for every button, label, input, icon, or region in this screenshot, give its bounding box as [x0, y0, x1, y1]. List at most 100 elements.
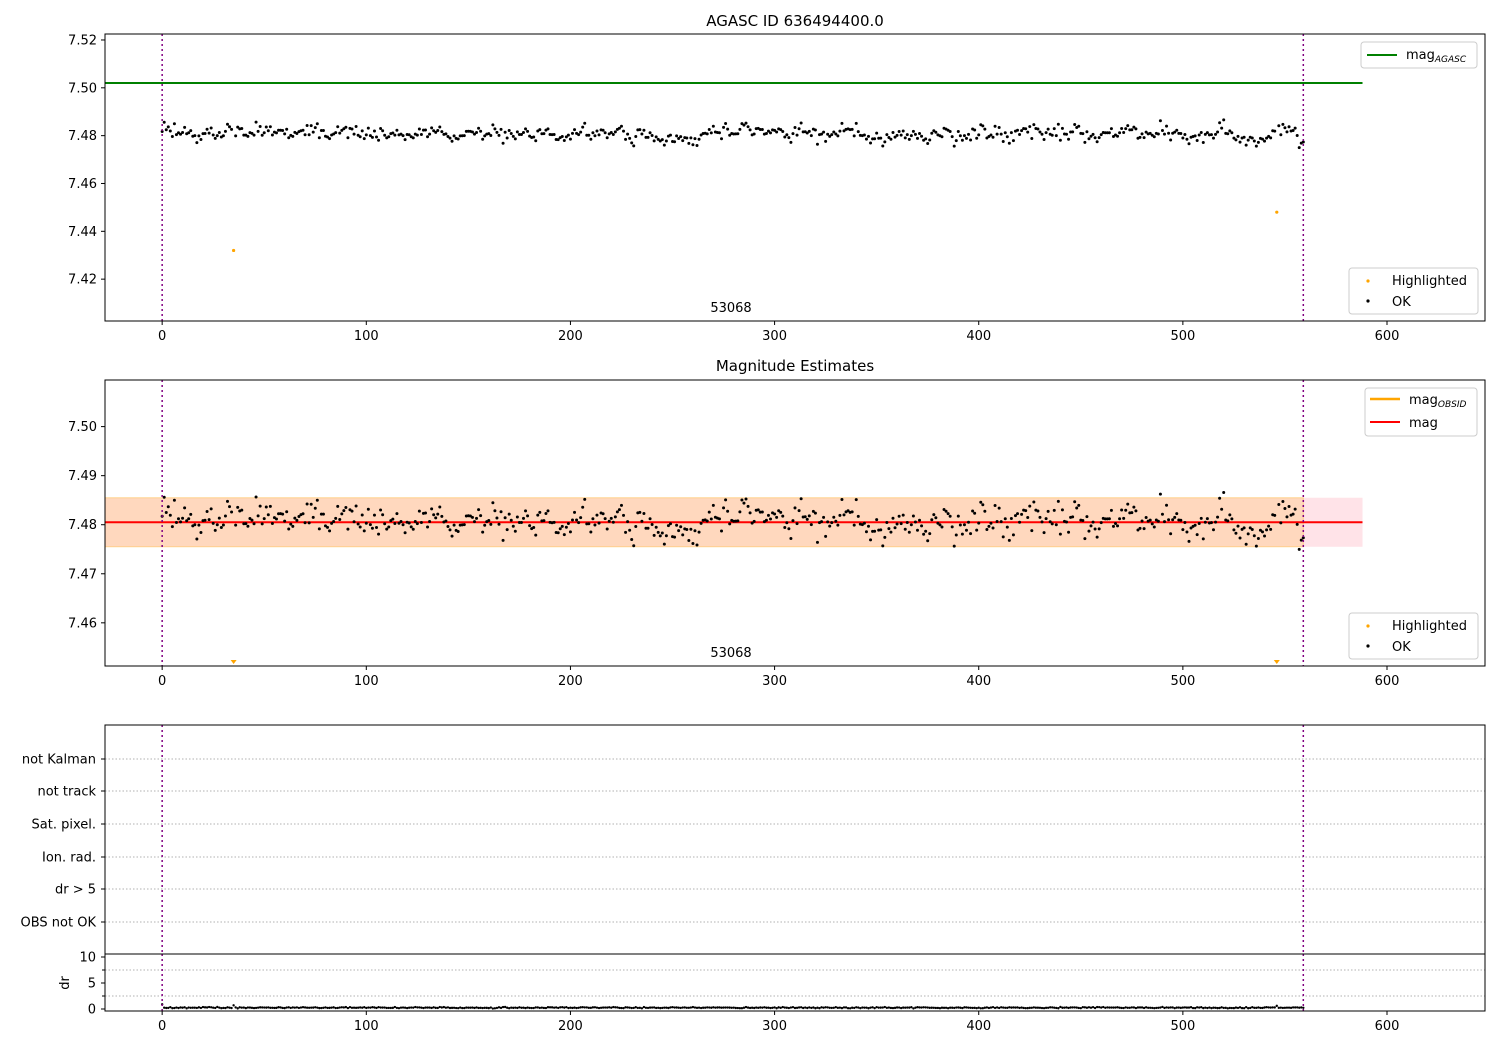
dr-point [230, 1006, 233, 1010]
dr-point [742, 1006, 746, 1009]
dr-point [307, 1006, 311, 1009]
dr-point [1034, 1006, 1038, 1009]
ok-point [1124, 508, 1128, 512]
dr-point [804, 1006, 807, 1009]
dr-point [295, 1006, 299, 1009]
ok-point [1242, 526, 1246, 530]
dr-point [1222, 1006, 1225, 1010]
dr-point [467, 1006, 470, 1009]
ok-point [691, 143, 695, 147]
dr-point [934, 1006, 938, 1010]
dr-point [1038, 1006, 1042, 1009]
dr-point [238, 1006, 241, 1009]
dr-point [324, 1006, 327, 1009]
ok-point [854, 498, 858, 502]
ok-point [605, 527, 609, 531]
dr-point [959, 1006, 962, 1009]
ok-point [928, 138, 932, 142]
ok-point [174, 521, 178, 525]
ok-point [611, 520, 615, 524]
dr-point [524, 1006, 527, 1010]
ok-point [940, 135, 944, 139]
dr-point [465, 1006, 468, 1009]
ok-point [368, 134, 372, 138]
ok-point [552, 132, 556, 136]
dr-point [750, 1006, 754, 1009]
ok-point [1187, 142, 1191, 146]
ok-point [813, 128, 817, 132]
ok-point [1054, 134, 1058, 138]
ok-point [415, 133, 419, 137]
ok-point [652, 139, 656, 143]
dr-point [1061, 1006, 1064, 1009]
ok-point [634, 525, 638, 529]
dr-point [363, 1005, 366, 1009]
ok-point [1042, 531, 1046, 535]
ok-point [577, 521, 581, 525]
ok-point [828, 524, 832, 528]
ok-point [381, 513, 385, 517]
ok-point [176, 517, 180, 521]
dr-point [618, 1006, 621, 1010]
dr-point [797, 1006, 801, 1009]
ok-point [301, 128, 305, 132]
dr-point [1153, 1006, 1156, 1010]
dr-point [734, 1006, 737, 1010]
dr-point [1014, 1006, 1017, 1009]
ok-point [1162, 132, 1166, 136]
dr-point [305, 1006, 309, 1009]
ok-point [399, 132, 403, 136]
dr-point [265, 1006, 268, 1009]
ok-point [601, 128, 605, 132]
ok-point [1003, 517, 1007, 521]
ok-point [321, 512, 325, 516]
dr-point [438, 1005, 441, 1009]
dr-point [1281, 1006, 1285, 1010]
ok-point [711, 503, 715, 507]
ok-point [873, 529, 877, 533]
dr-point [508, 1006, 511, 1010]
legend2-highlighted-marker [1366, 624, 1370, 628]
ok-point [850, 510, 854, 514]
ok-point [1067, 137, 1071, 141]
ok-point [648, 517, 652, 521]
dr-point [1234, 1006, 1238, 1009]
ok-point [1273, 129, 1277, 133]
agasc-legend-bottom: Highlighted OK [1348, 267, 1479, 315]
dr-point [242, 1006, 246, 1009]
ok-point [1087, 529, 1091, 533]
ok-point [1007, 538, 1011, 542]
ok-point [570, 131, 574, 135]
dr-point [1138, 1006, 1142, 1009]
ok-point [1203, 132, 1207, 136]
ok-point [862, 521, 866, 525]
ok-point [1050, 522, 1054, 526]
legend-ok-marker [1366, 299, 1370, 303]
ok-point [1291, 512, 1295, 516]
dr-point [365, 1006, 368, 1010]
ok-point [1097, 136, 1101, 140]
dr-point [346, 1006, 350, 1010]
ok-point [619, 124, 623, 128]
ok-point [250, 518, 254, 522]
ok-point [889, 530, 893, 534]
dr-point [552, 1006, 556, 1009]
dr-point [469, 1006, 472, 1009]
ok-point [693, 137, 697, 141]
ok-point [403, 531, 407, 535]
ok-point [964, 136, 968, 140]
dr-point [1269, 1006, 1272, 1009]
ok-point [256, 514, 260, 518]
dr-point [912, 1007, 915, 1010]
ok-point [497, 522, 501, 526]
ok-point [397, 521, 401, 525]
ok-point [924, 137, 928, 141]
ok-point [401, 523, 405, 527]
ok-point [479, 514, 483, 518]
ok-point [956, 514, 960, 518]
ok-point [1011, 139, 1015, 143]
ok-point [1236, 134, 1240, 138]
ok-point [693, 529, 697, 533]
dr-point [395, 1006, 399, 1010]
ok-point [340, 128, 344, 132]
